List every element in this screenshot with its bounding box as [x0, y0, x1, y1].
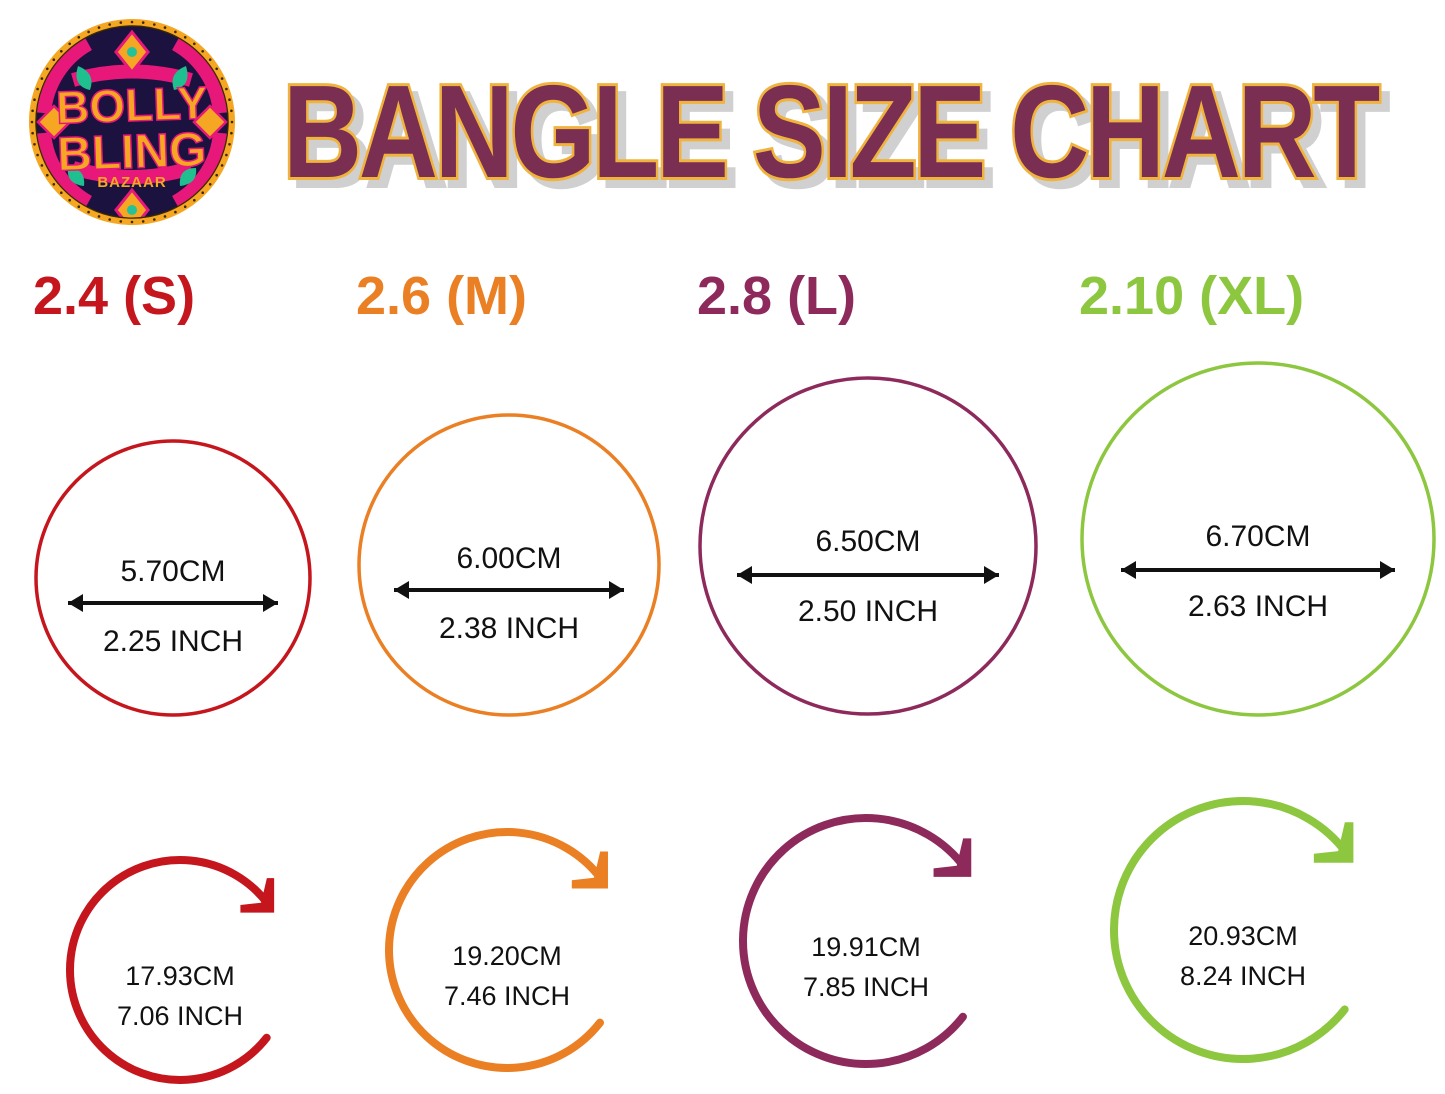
svg-text:BLING: BLING	[56, 123, 207, 181]
svg-text:19.20CM: 19.20CM	[452, 941, 562, 971]
svg-text:7.85 INCH: 7.85 INCH	[803, 972, 929, 1002]
svg-text:BAZAAR: BAZAAR	[97, 174, 166, 191]
svg-text:8.24 INCH: 8.24 INCH	[1180, 961, 1306, 991]
svg-text:17.93CM: 17.93CM	[125, 961, 235, 991]
svg-text:6.70CM: 6.70CM	[1205, 520, 1310, 553]
svg-text:7.06 INCH: 7.06 INCH	[117, 1001, 243, 1031]
svg-text:BANGLE SIZE CHART: BANGLE SIZE CHART	[283, 57, 1379, 205]
svg-text:6.50CM: 6.50CM	[815, 525, 920, 558]
svg-text:2.25 INCH: 2.25 INCH	[103, 625, 243, 658]
svg-text:2.50 INCH: 2.50 INCH	[798, 595, 938, 628]
svg-text:19.91CM: 19.91CM	[811, 932, 921, 962]
svg-text:5.70CM: 5.70CM	[120, 555, 225, 588]
svg-text:6.00CM: 6.00CM	[456, 542, 561, 575]
svg-text:2.38 INCH: 2.38 INCH	[439, 612, 579, 645]
svg-text:20.93CM: 20.93CM	[1188, 921, 1298, 951]
svg-text:7.46 INCH: 7.46 INCH	[444, 981, 570, 1011]
svg-text:2.63 INCH: 2.63 INCH	[1188, 590, 1328, 623]
